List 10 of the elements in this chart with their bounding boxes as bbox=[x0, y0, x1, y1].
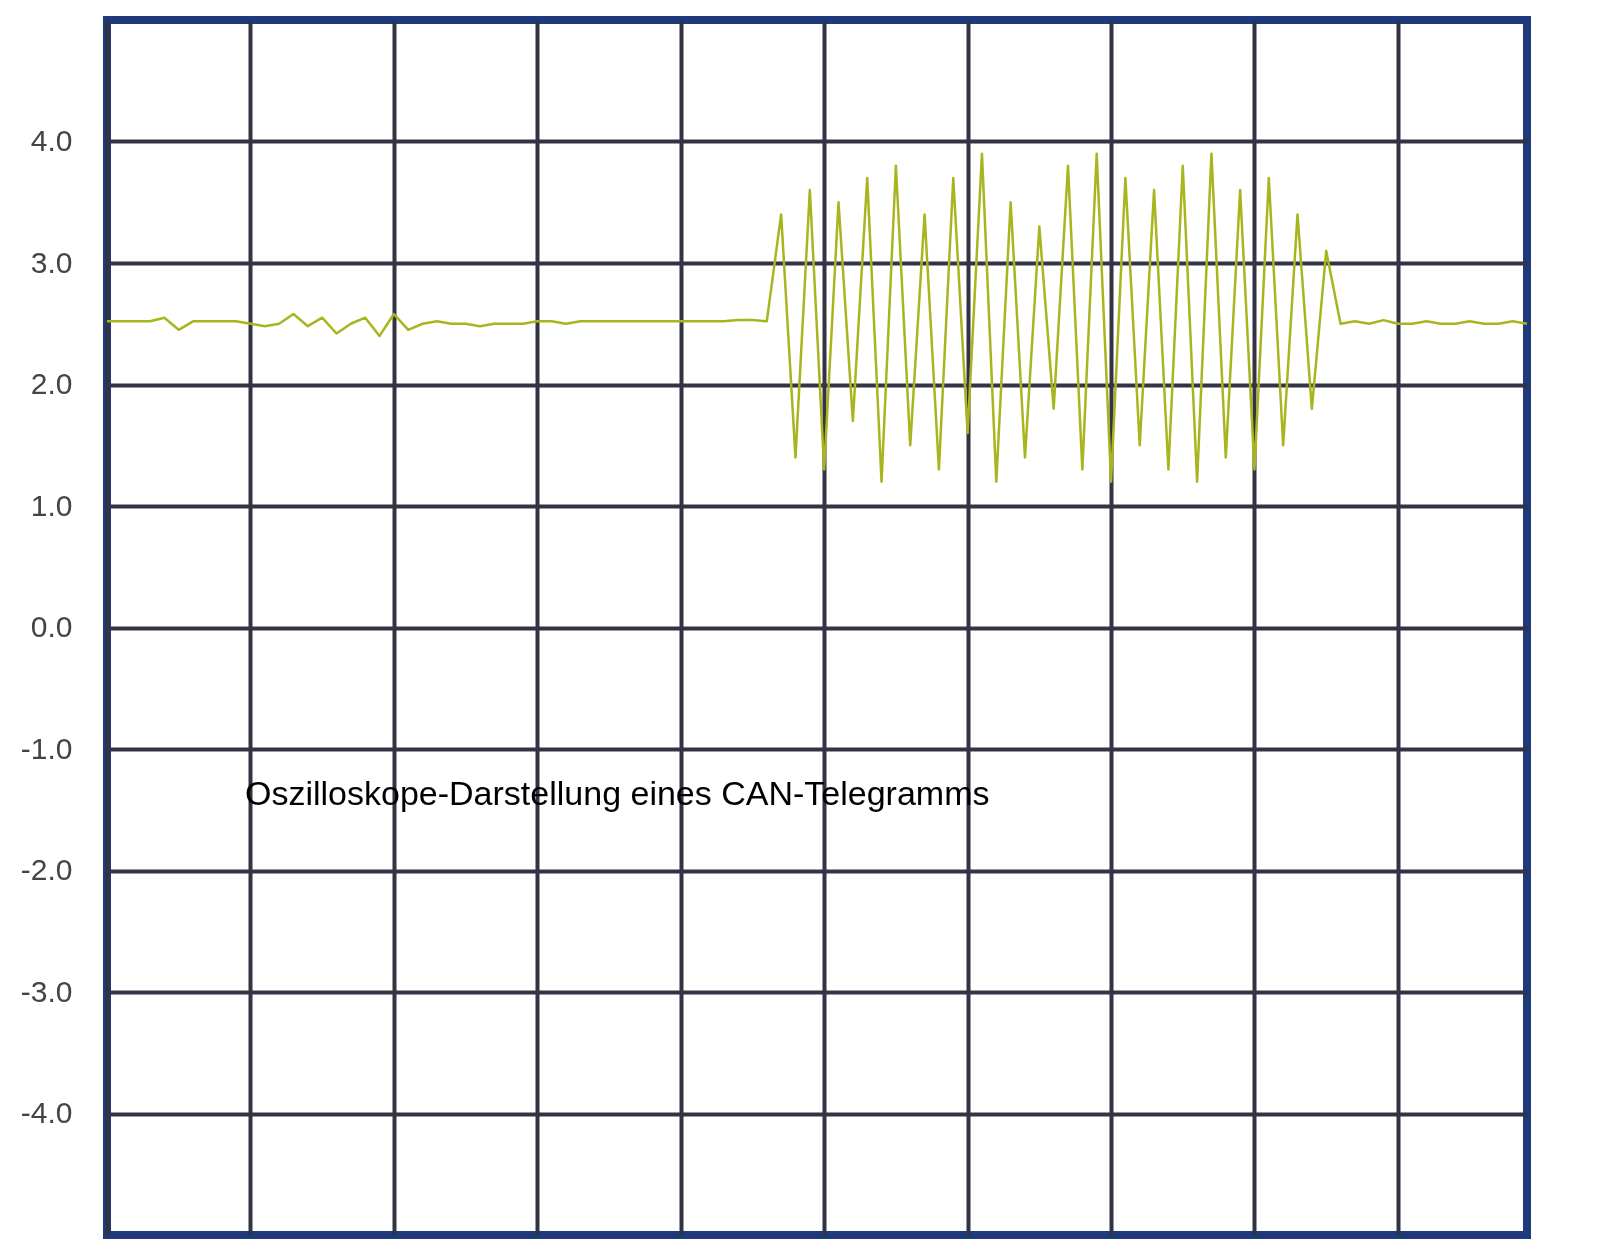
y-tick-label: 4.0 bbox=[30, 124, 73, 157]
y-tick-label: 1.0 bbox=[30, 488, 73, 522]
y-tick-label: 2.0 bbox=[30, 367, 73, 400]
y-tick-label: -4.0 bbox=[20, 1096, 73, 1129]
y-tick-label: -1.0 bbox=[20, 731, 73, 765]
y-tick-label: 3.0 bbox=[30, 245, 73, 279]
line-series bbox=[105, 152, 1529, 483]
y-tick-label: 0.0 bbox=[30, 610, 73, 643]
y-tick-label: -2.0 bbox=[20, 853, 73, 886]
y-tick-label: -3.0 bbox=[20, 974, 73, 1008]
